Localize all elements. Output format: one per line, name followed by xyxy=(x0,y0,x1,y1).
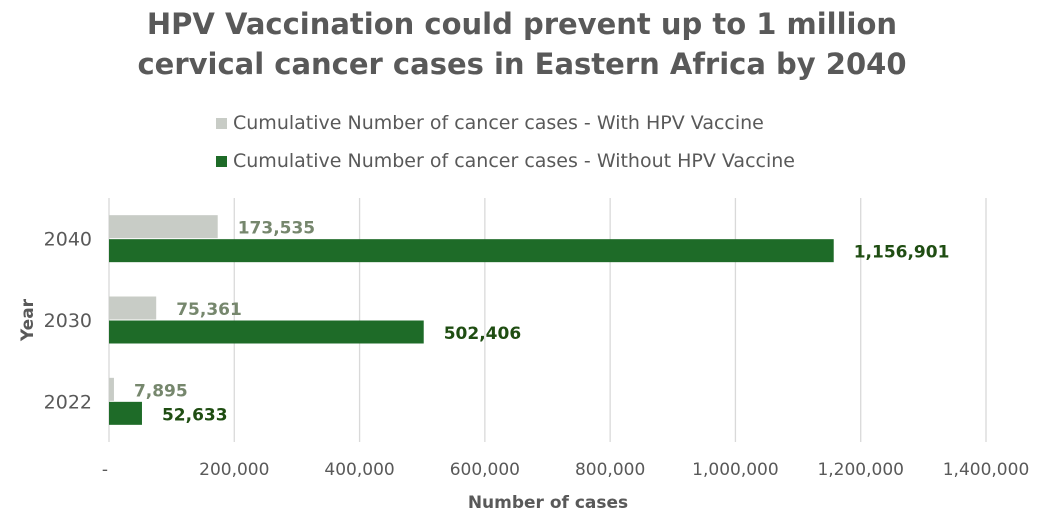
x-tick-label: 1,000,000 xyxy=(692,460,779,480)
chart-legend: Cumulative Number of cancer cases - With… xyxy=(216,104,795,180)
legend-item-without-vaccine: Cumulative Number of cancer cases - With… xyxy=(216,142,795,180)
x-tick-label: 1,400,000 xyxy=(943,460,1030,480)
gridlines xyxy=(108,198,987,442)
bar-with-vaccine xyxy=(109,215,218,239)
y-tick-label: 2030 xyxy=(44,310,92,332)
legend-swatch-with-vaccine xyxy=(216,117,227,129)
data-label-without-vaccine: 52,633 xyxy=(162,405,228,425)
bar-without-vaccine xyxy=(109,239,834,263)
x-axis-title: Number of cases xyxy=(468,493,628,513)
data-labels: 173,535 1,156,901 75,361 502,406 7,895 52,633 xyxy=(134,219,949,426)
y-axis-title: Year xyxy=(18,298,38,342)
x-tick-label: - xyxy=(102,460,108,480)
legend-label-without-vaccine: Cumulative Number of cancer cases - With… xyxy=(233,150,795,172)
bar-without-vaccine xyxy=(109,320,424,344)
x-axis-tick-labels: - 200,000 400,000 600,000 800,000 1,000,000 1,… xyxy=(102,460,1029,480)
chart-title-line-1: HPV Vaccination could prevent up to 1 mi… xyxy=(146,7,898,41)
data-label-with-vaccine: 173,535 xyxy=(238,219,315,239)
legend-swatch-without-vaccine xyxy=(216,155,227,167)
legend-label-with-vaccine: Cumulative Number of cancer cases - With… xyxy=(233,112,764,134)
data-label-with-vaccine: 75,361 xyxy=(176,300,242,320)
data-label-with-vaccine: 7,895 xyxy=(134,381,188,401)
bars xyxy=(109,215,834,425)
data-label-without-vaccine: 1,156,901 xyxy=(854,243,950,263)
x-tick-label: 800,000 xyxy=(575,460,645,480)
x-tick-label: 600,000 xyxy=(450,460,520,480)
x-tick-label: 400,000 xyxy=(324,460,394,480)
legend-item-with-vaccine: Cumulative Number of cancer cases - With… xyxy=(216,104,795,142)
y-axis-tick-labels: 2040 2030 2022 xyxy=(44,229,92,414)
bar-with-vaccine xyxy=(109,296,157,320)
data-label-without-vaccine: 502,406 xyxy=(444,324,521,344)
y-tick-label: 2022 xyxy=(44,391,92,413)
chart-title-line-2: cervical cancer cases in Eastern Africa … xyxy=(137,47,907,81)
chart-title: HPV Vaccination could prevent up to 1 mi… xyxy=(0,4,1044,84)
y-tick-label: 2040 xyxy=(44,229,92,251)
x-tick-label: 1,200,000 xyxy=(817,460,904,480)
bar-without-vaccine xyxy=(109,401,142,425)
x-tick-label: 200,000 xyxy=(199,460,269,480)
bar-with-vaccine xyxy=(109,377,114,401)
